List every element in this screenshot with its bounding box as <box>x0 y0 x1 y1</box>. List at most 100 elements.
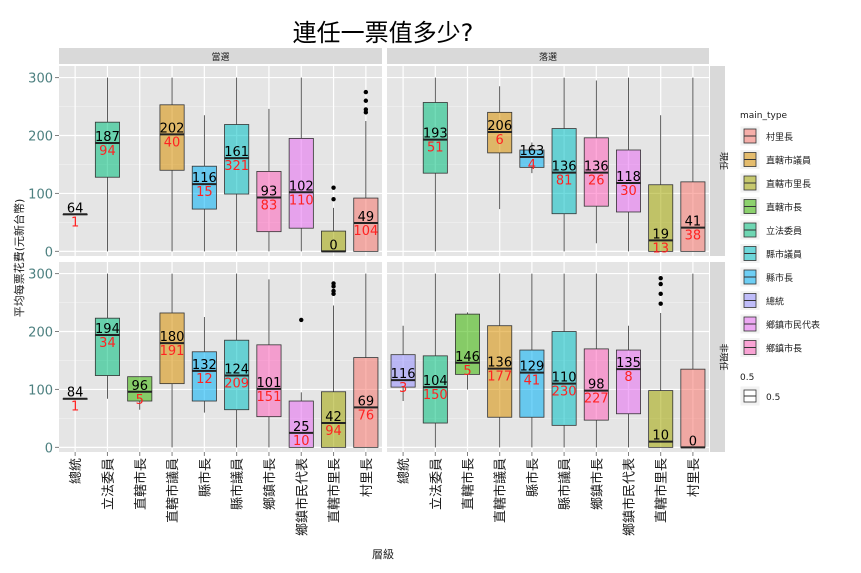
count-label: 94 <box>325 424 342 439</box>
legend-label: 直轄市里長 <box>766 178 811 190</box>
median-label: 129 <box>519 360 544 375</box>
median-label: 0 <box>329 238 337 253</box>
y-tick-label: 300 <box>28 268 53 283</box>
legend: main_type 村里長直轄市議員直轄市里長直轄市長立法委員縣市議員縣市長總統鄉… <box>739 111 820 407</box>
median-label: 93 <box>261 184 278 199</box>
count-label: 76 <box>358 408 375 423</box>
box-body <box>353 197 379 252</box>
median-label: 135 <box>616 356 641 371</box>
box-body <box>519 349 545 418</box>
legend-label: 縣市議員 <box>766 249 802 261</box>
y-tick-label: 200 <box>28 326 53 341</box>
outlier-point <box>658 301 663 306</box>
box-body <box>224 124 250 195</box>
box-body <box>455 313 480 375</box>
outlier-point <box>658 281 663 287</box>
median-label: 136 <box>584 160 609 175</box>
count-label: 34 <box>99 336 116 351</box>
outlier-point <box>331 281 336 286</box>
median-label: 193 <box>423 127 448 142</box>
box-group: 10 <box>648 276 674 448</box>
median-label: 146 <box>455 350 480 365</box>
box-body <box>680 181 706 252</box>
x-tick-label: 直轄市長 <box>133 458 149 510</box>
y-tick-label: 0 <box>45 245 53 260</box>
median-label: 180 <box>160 330 185 345</box>
median-label: 132 <box>192 358 217 373</box>
count-label: 51 <box>427 141 444 156</box>
count-label: 227 <box>584 392 609 407</box>
count-label: 83 <box>261 198 278 213</box>
median-label: 101 <box>257 376 282 391</box>
outlier-point <box>363 98 369 103</box>
legend-label: 立法委員 <box>766 225 802 237</box>
row-strip <box>710 66 725 256</box>
median-label: 102 <box>289 179 314 194</box>
outlier-point <box>299 317 304 323</box>
count-label: 38 <box>685 229 702 244</box>
box-body <box>519 149 545 168</box>
median-label: 49 <box>358 210 375 225</box>
median-label: 124 <box>224 363 249 378</box>
count-label: 150 <box>423 388 448 403</box>
count-label: 30 <box>620 184 637 199</box>
count-label: 10 <box>293 434 310 449</box>
median-label: 116 <box>391 367 416 382</box>
median-label: 110 <box>552 371 577 386</box>
count-label: 5 <box>463 364 471 379</box>
median-label: 116 <box>192 171 217 186</box>
box-body <box>422 355 448 424</box>
box-body <box>191 165 217 210</box>
legend-label: 鄉鎮市長 <box>766 343 802 355</box>
x-tick-label: 村里長 <box>360 458 375 497</box>
median-label: 187 <box>95 130 120 145</box>
row-strip-label: 現任 <box>718 152 730 170</box>
median-label: 41 <box>685 215 702 230</box>
panels-layer: 當選 落選現任非現任01002003000100200300總統 立法委員 直轄市長直… <box>28 48 730 536</box>
x-tick-label: 直轄市議員 <box>165 458 181 523</box>
count-label: 209 <box>224 377 249 392</box>
count-label: 177 <box>487 370 512 385</box>
x-tick-label: 直轄市里長 <box>654 458 670 523</box>
median-label: 98 <box>588 378 605 393</box>
box-group: 0 <box>680 273 706 449</box>
median-label: 206 <box>487 119 512 134</box>
count-label: 41 <box>524 374 541 389</box>
count-label: 26 <box>588 174 605 189</box>
x-tick-label: 縣市長 <box>197 458 213 497</box>
box-group: 641 <box>62 201 88 230</box>
count-label: 40 <box>164 135 181 150</box>
y-tick-label: 0 <box>45 441 53 456</box>
box-body <box>159 312 185 385</box>
box-body <box>159 104 185 171</box>
median-label: 163 <box>519 144 544 159</box>
x-tick-label: 總統 <box>68 458 84 484</box>
box-body <box>583 348 609 421</box>
row-strip-label: 非現任 <box>718 343 730 370</box>
column-strip-label: 當選 <box>211 51 229 63</box>
median-label: 10 <box>652 429 669 444</box>
legend-label: 鄉鎮市民代表 <box>766 319 820 331</box>
median-label: 136 <box>487 356 512 371</box>
outlier-point <box>331 288 336 294</box>
column-strip-label: 落選 <box>539 51 557 63</box>
count-label: 3 <box>399 381 407 396</box>
box-body <box>551 331 577 426</box>
count-label: 81 <box>556 174 573 189</box>
